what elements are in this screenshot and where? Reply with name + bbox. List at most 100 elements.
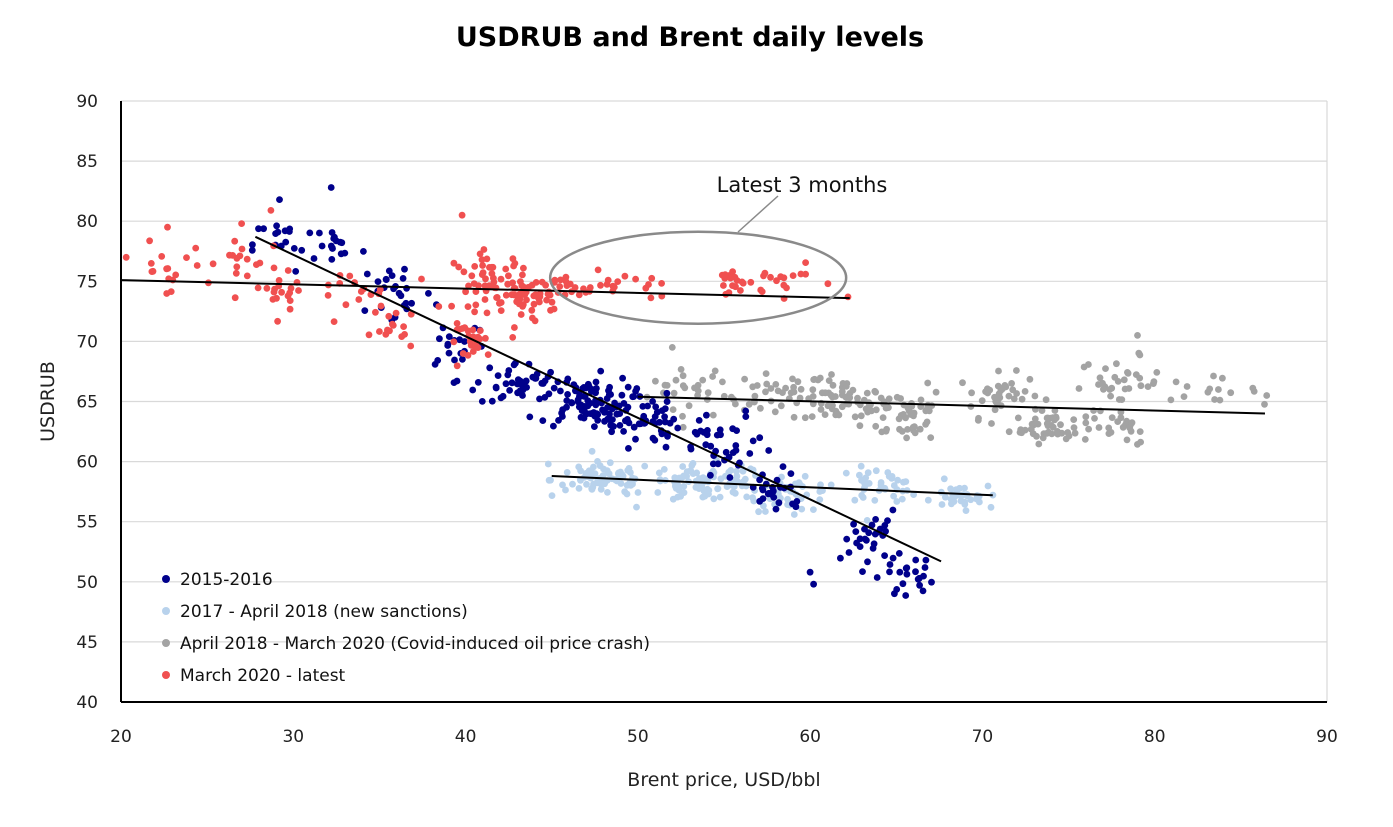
series-1-point-155 xyxy=(705,490,712,498)
series-1-point-47 xyxy=(588,447,596,455)
series-1-point-95 xyxy=(689,460,697,467)
series-0-point-299 xyxy=(787,470,795,477)
series-2-point-249 xyxy=(1082,419,1090,427)
series-3-point-172 xyxy=(517,311,525,318)
series-3-point-134 xyxy=(464,303,472,310)
series-2-point-161 xyxy=(911,429,919,437)
series-0-point-241 xyxy=(652,403,660,411)
series-0-point-17 xyxy=(281,227,289,235)
series-1-point-186 xyxy=(760,502,767,510)
series-3-point-260 xyxy=(802,259,809,266)
series-2-point-8 xyxy=(669,406,677,413)
series-2-point-61 xyxy=(794,378,802,386)
series-0-point-204 xyxy=(575,403,583,411)
series-2-point-105 xyxy=(851,413,859,421)
series-0-point-244 xyxy=(635,420,643,428)
series-0-point-375 xyxy=(810,580,817,588)
series-2-point-47 xyxy=(763,380,771,388)
series-3-point-276 xyxy=(238,220,246,228)
series-0-point-92 xyxy=(502,380,510,388)
series-0-point-8 xyxy=(248,246,256,254)
series-0-point-175 xyxy=(564,375,572,383)
series-0-point-130 xyxy=(550,422,557,430)
series-2-point-296 xyxy=(1117,414,1125,422)
series-2-point-175 xyxy=(924,379,932,387)
series-2-point-241 xyxy=(1071,429,1079,437)
series-2-point-155 xyxy=(898,428,906,435)
series-0-point-365 xyxy=(920,572,927,580)
legend: 2015-2016 2017 - April 2018 (new sanctio… xyxy=(162,570,650,686)
series-2-point-140 xyxy=(879,414,887,421)
series-1-point-89 xyxy=(717,475,725,483)
series-0-point-7 xyxy=(260,225,267,233)
series-0-point-269 xyxy=(707,442,715,450)
series-2-point-253 xyxy=(1039,434,1047,442)
series-3-point-90 xyxy=(469,348,477,355)
series-2-point-252 xyxy=(1034,420,1042,428)
series-0-point-70 xyxy=(459,356,466,363)
series-0-point-37 xyxy=(401,265,408,273)
series-1-point-164 xyxy=(817,481,824,489)
series-0-point-227 xyxy=(651,413,659,420)
series-0-point-333 xyxy=(873,574,881,581)
series-1-point-238 xyxy=(871,497,879,504)
series-2-point-320 xyxy=(1134,332,1141,339)
series-0-point-56 xyxy=(382,275,390,283)
series-0-point-370 xyxy=(921,564,929,571)
series-2-point-218 xyxy=(1091,415,1098,422)
series-3-point-99 xyxy=(474,344,482,351)
series-3-point-47 xyxy=(256,259,264,267)
series-3-point-78 xyxy=(384,326,391,334)
series-3-point-106 xyxy=(435,303,443,310)
series-2-point-177 xyxy=(1014,414,1022,422)
series-2-point-106 xyxy=(801,414,809,422)
series-3-point-190 xyxy=(517,278,524,285)
series-1-point-231 xyxy=(888,474,896,482)
series-3-point-277 xyxy=(267,207,275,214)
series-2-point-245 xyxy=(1049,414,1057,421)
series-0-point-352 xyxy=(864,558,871,566)
series-2-point-316 xyxy=(1180,393,1188,400)
series-2-point-228 xyxy=(1043,420,1051,428)
series-0-point-367 xyxy=(886,568,893,576)
series-1-point-237 xyxy=(890,492,897,500)
series-1-point-271 xyxy=(987,503,995,511)
series-3-point-13 xyxy=(148,268,156,275)
series-3-point-71 xyxy=(407,310,415,318)
series-1-point-2 xyxy=(606,459,614,467)
series-3-point-34 xyxy=(286,305,294,313)
series-2-point-318 xyxy=(1183,383,1191,390)
series-1-point-124 xyxy=(633,503,640,511)
series-3-point-118 xyxy=(450,259,458,267)
series-0-point-164 xyxy=(597,367,605,375)
series-2-point-255 xyxy=(1113,360,1120,368)
series-3-point-137 xyxy=(471,308,478,316)
series-2-point-300 xyxy=(1136,428,1144,435)
series-0-point-220 xyxy=(616,410,624,417)
series-0-point-280 xyxy=(749,437,757,445)
series-2-point-171 xyxy=(1031,392,1039,400)
series-2-point-267 xyxy=(1120,376,1128,384)
series-3-point-271 xyxy=(777,273,785,281)
series-0-point-202 xyxy=(564,391,571,398)
series-0-point-6 xyxy=(310,255,318,262)
series-0-point-319 xyxy=(756,497,764,505)
trend-line-2 xyxy=(637,395,1266,415)
series-1-point-19 xyxy=(559,481,566,489)
x-tick-label-4: 60 xyxy=(799,727,821,747)
x-tick-label-7: 90 xyxy=(1316,727,1338,747)
series-2-point-166 xyxy=(1018,395,1026,403)
series-3-point-221 xyxy=(575,291,583,299)
series-0-point-225 xyxy=(661,413,668,421)
x-tick-label-1: 30 xyxy=(282,727,304,747)
series-0-point-151 xyxy=(606,383,613,391)
series-2-point-203 xyxy=(991,393,998,401)
series-1-point-224 xyxy=(894,476,901,484)
series-3-point-144 xyxy=(519,271,526,279)
series-2-point-250 xyxy=(1054,430,1062,438)
series-2-point-59 xyxy=(771,408,779,416)
series-3-point-229 xyxy=(597,281,604,289)
series-1-point-53 xyxy=(588,469,596,476)
series-2-point-280 xyxy=(1124,369,1131,376)
series-2-point-288 xyxy=(1150,378,1158,385)
